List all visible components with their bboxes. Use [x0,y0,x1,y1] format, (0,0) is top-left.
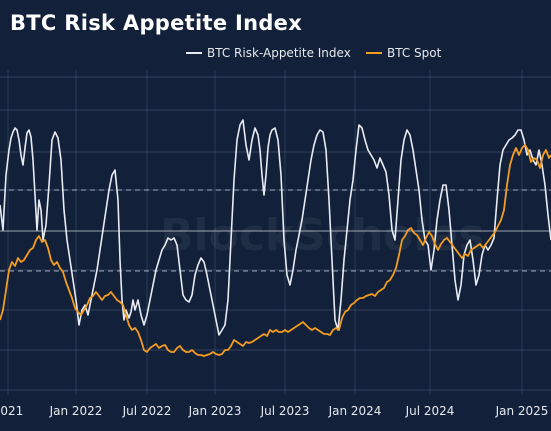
x-tick-label: Jul 2024 [405,404,455,418]
x-tick-label: Jul 2022 [122,404,172,418]
x-tick-label: Jul 2023 [260,404,310,418]
x-tick-label: Jan 2022 [49,404,103,418]
x-tick-label: Jan 2023 [188,404,242,418]
legend-label-risk-index: BTC Risk-Appetite Index [207,46,351,60]
chart-title: BTC Risk Appetite Index [10,11,302,35]
series-group [0,119,551,357]
x-tick-label: 2021 [0,404,23,418]
series-line-btc-spot [0,144,551,357]
series-line-risk-index [0,119,551,336]
legend: BTC Risk-Appetite Index BTC Spot [186,46,442,60]
reference-lines [0,189,551,272]
x-tick-label: Jan 2024 [328,404,382,418]
x-axis-ticks: 2021 Jan 2022 Jul 2022 Jan 2023 Jul 2023 Jan … [0,404,548,418]
x-tick-label: Jan 2025 [495,404,549,418]
legend-label-btc-spot: BTC Spot [387,46,442,60]
